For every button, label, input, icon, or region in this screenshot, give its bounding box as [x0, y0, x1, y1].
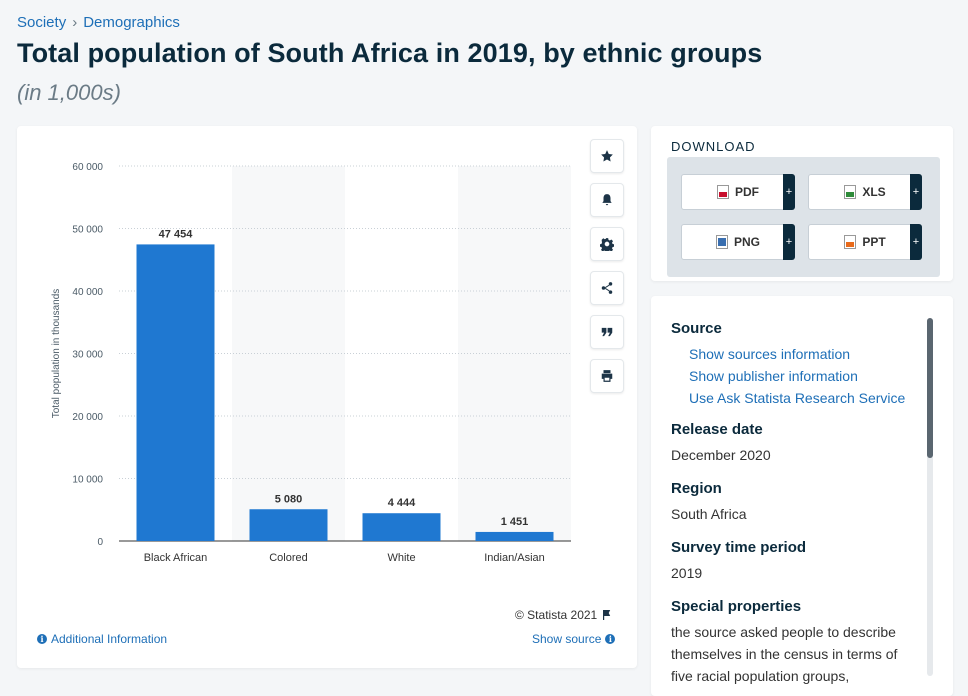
bar [362, 513, 441, 541]
x-tick-label: Colored [269, 552, 308, 564]
x-tick-label: Black African [144, 552, 208, 564]
xls-icon [844, 185, 857, 199]
share-button[interactable] [590, 271, 624, 305]
png-icon [715, 235, 728, 249]
source-label: Source [671, 320, 722, 337]
data-label: 4 444 [388, 497, 416, 509]
info-icon: i [605, 634, 616, 644]
pdf-icon [717, 185, 729, 199]
download-xls-label: XLS [862, 185, 886, 199]
star-icon [601, 150, 613, 162]
ask-statista-link[interactable]: Use Ask Statista Research Service [689, 390, 906, 406]
bar [136, 244, 215, 541]
show-publisher-link[interactable]: Show publisher information [689, 368, 858, 384]
copyright-text: © Statista 2021 [515, 608, 598, 622]
download-png-options[interactable]: + [783, 224, 795, 260]
y-tick-label: 30 000 [72, 350, 103, 361]
x-tick-label: Indian/Asian [484, 552, 545, 564]
page-subtitle: (in 1,000s) [17, 80, 121, 105]
copyright: © Statista 2021 [515, 608, 613, 622]
bell-icon [602, 194, 612, 206]
ppt-icon [844, 235, 857, 249]
download-ppt-button[interactable]: PPT [808, 224, 922, 260]
gear-icon [600, 238, 614, 251]
y-tick-label: 40 000 [72, 287, 103, 298]
special-properties-value: the source asked people to describe them… [671, 624, 898, 684]
bar [475, 531, 554, 541]
details-scrollbar-thumb[interactable] [927, 318, 933, 458]
settings-button[interactable] [590, 227, 624, 261]
download-pdf-options[interactable]: + [783, 174, 795, 210]
download-pdf-label: PDF [735, 185, 759, 199]
download-xls-options[interactable]: + [910, 174, 922, 210]
page-title: Total population of South Africa in 2019… [17, 38, 763, 68]
show-sources-link[interactable]: Show sources information [689, 346, 851, 362]
print-button[interactable] [590, 359, 624, 393]
breadcrumb-separator: › [72, 14, 78, 31]
y-tick-label: 50 000 [72, 225, 103, 236]
bar-chart: 0 10 000 20 000 30 000 40 000 50 000 60 000 Tot… [51, 162, 571, 564]
breadcrumb: Society › Demographics [17, 14, 180, 31]
show-source-link[interactable]: Show source i [532, 632, 616, 646]
download-title: DOWNLOAD [671, 139, 756, 154]
y-tick-label: 60 000 [72, 162, 103, 173]
data-label: 1 451 [501, 516, 529, 528]
chart-toolbar [590, 139, 624, 403]
download-xls-button[interactable]: XLS [808, 174, 922, 210]
download-ppt-options[interactable]: + [910, 224, 922, 260]
y-tick-label: 10 000 [72, 475, 103, 486]
y-tick-label: 0 [97, 537, 103, 548]
flag-icon [603, 610, 611, 620]
download-pdf-button[interactable]: PDF [681, 174, 795, 210]
share-icon [601, 282, 613, 294]
details-card: Source Show sources information Show pub… [651, 296, 953, 696]
data-label: 47 454 [159, 228, 194, 240]
cite-button[interactable] [590, 315, 624, 349]
print-icon [601, 370, 613, 382]
bar [249, 509, 328, 541]
favorite-button[interactable] [590, 139, 624, 173]
region-value: South Africa [671, 506, 747, 522]
notification-button[interactable] [590, 183, 624, 217]
x-tick-label: White [387, 552, 415, 564]
download-png-label: PNG [733, 235, 760, 249]
region-label: Region [671, 480, 722, 497]
details-scrollbar[interactable] [927, 318, 933, 676]
additional-info-label: Additional Information [51, 632, 168, 646]
additional-info-link[interactable]: i Additional Information [37, 632, 167, 646]
download-png-button[interactable]: PNG [681, 224, 795, 260]
release-date-value: December 2020 [671, 447, 771, 463]
data-label: 5 080 [275, 493, 303, 505]
download-ppt-label: PPT [862, 235, 886, 249]
release-date-label: Release date [671, 421, 763, 438]
breadcrumb-society[interactable]: Society [17, 14, 67, 31]
survey-period-value: 2019 [671, 565, 703, 581]
show-source-label: Show source [532, 632, 602, 646]
y-tick-label: 20 000 [72, 412, 103, 423]
quote-icon [601, 327, 613, 337]
breadcrumb-demographics[interactable]: Demographics [83, 14, 180, 31]
y-axis-label: Total population in thousands [51, 289, 62, 419]
survey-period-label: Survey time period [671, 539, 807, 556]
special-properties-label: Special properties [671, 598, 802, 615]
info-icon: i [37, 634, 47, 644]
